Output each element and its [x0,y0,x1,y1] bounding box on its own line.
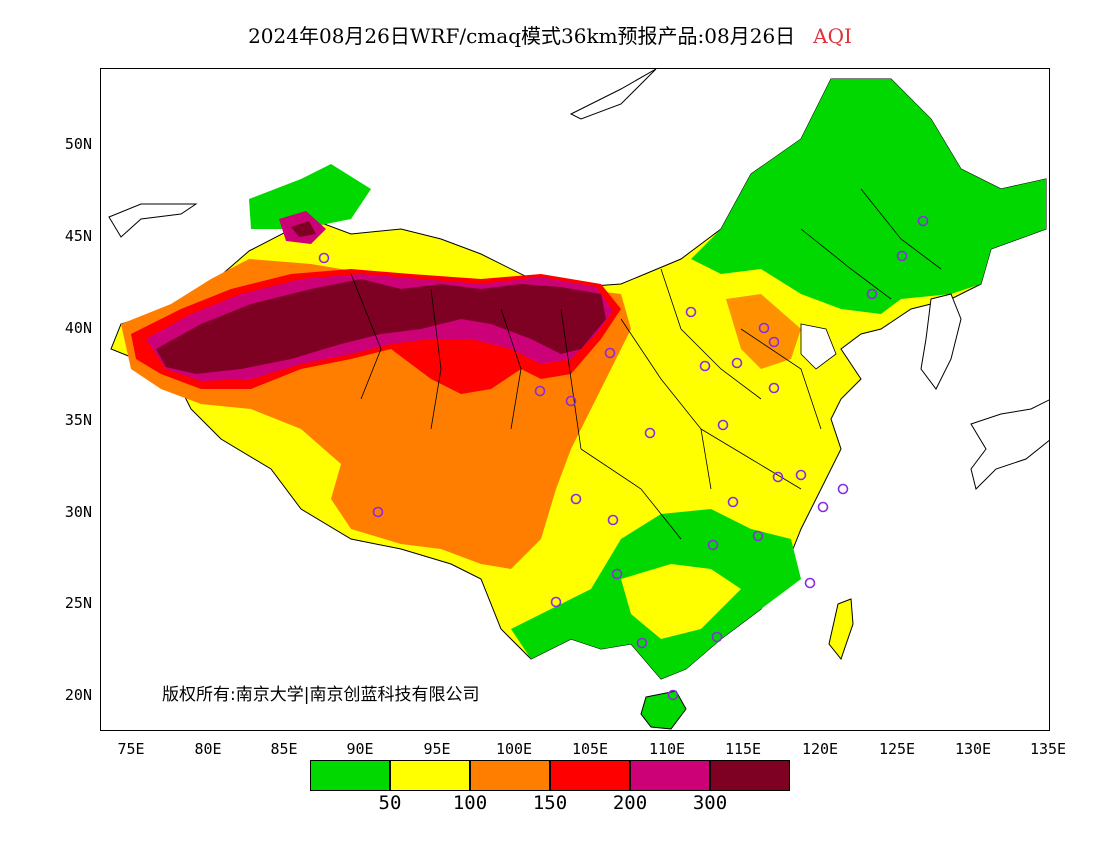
lon-label-110e: 110E [648,740,686,758]
map-panel [100,68,1050,731]
legend-tick-300: 300 [692,792,728,814]
lon-label-80e: 80E [194,740,222,758]
lon-label-100e: 100E [495,740,533,758]
legend-swatch-good [310,760,390,791]
legend-tick-200: 200 [612,792,648,814]
north-china-orange [726,294,801,369]
lat-label-35n: 35N [64,411,92,429]
lat-label-40n: 40N [64,319,92,337]
korea-outline [920,293,962,390]
lon-label-115e: 115E [724,740,762,758]
south-yellow-patch [621,564,741,639]
legend-tick-150: 150 [532,792,568,814]
lon-label-90e: 90E [346,740,374,758]
legend-swatch-usg [470,760,550,791]
lon-label-130e: 130E [954,740,992,758]
lon-label-85e: 85E [270,740,298,758]
hazardous-region [156,279,606,374]
title-main: 2024年08月26日WRF/cmaq模式36km预报产品:08月26日 [248,24,796,48]
station-markers [318,215,929,701]
hainan-island [640,690,687,730]
lat-label-45n: 45N [64,227,92,245]
lon-label-95e: 95E [423,740,451,758]
lon-label-135e: 135E [1029,740,1067,758]
bohai-sea [800,323,837,370]
legend-swatch-very-unhealthy [630,760,710,791]
taiwan-island [828,598,854,661]
map-title: 2024年08月26日WRF/cmaq模式36km预报产品:08月26日 AQI [0,20,1100,49]
sakhalin-outline [569,69,657,120]
province-borders [350,188,942,540]
lon-label-120e: 120E [801,740,839,758]
title-variable: AQI [813,24,852,48]
lat-label-50n: 50N [64,135,92,153]
northwest-green-region [249,164,371,229]
legend-tick-100: 100 [452,792,488,814]
legend-swatch-hazardous [710,760,790,791]
japan-outline [970,399,1049,490]
dzungaria-core [291,221,316,237]
lon-label-125e: 125E [878,740,916,758]
northeast-green-region [691,79,1046,314]
legend-swatch-moderate [390,760,470,791]
lat-label-20n: 20N [64,686,92,704]
copyright-notice: 版权所有:南京大学|南京创蓝科技有限公司 [162,685,480,705]
kazakh-lake [108,203,198,238]
lat-label-30n: 30N [64,503,92,521]
aqi-map [108,69,1049,730]
lon-label-75e: 75E [117,740,145,758]
lat-label-25n: 25N [64,594,92,612]
legend-tick-50: 50 [378,792,402,814]
legend-swatch-unhealthy [550,760,630,791]
lon-label-105e: 105E [571,740,609,758]
